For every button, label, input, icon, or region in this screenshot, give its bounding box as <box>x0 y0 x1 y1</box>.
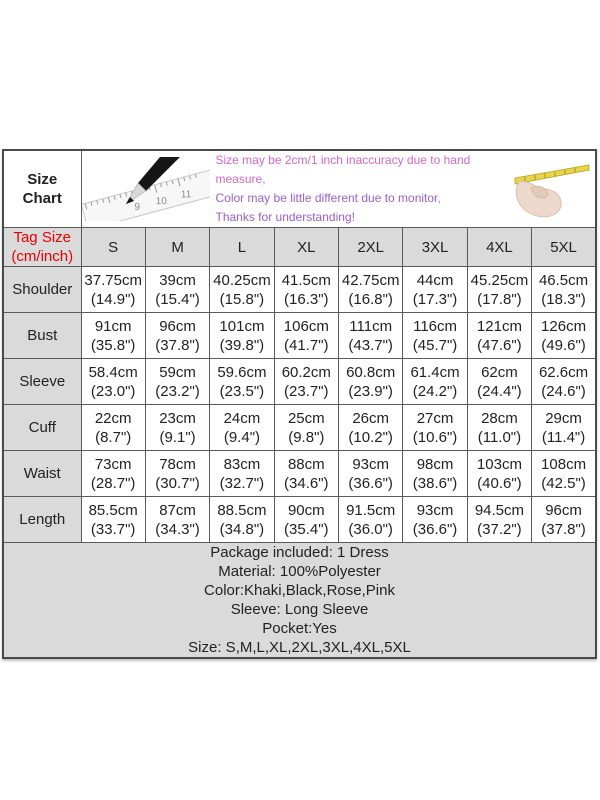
measurement-row: Length 85.5cm (33.7") 87cm (34.3") 88.5cm (34.… <box>2 496 597 543</box>
measurement-cell: 59cm (23.2") <box>144 358 211 405</box>
measurement-cell: 61.4cm (24.2") <box>402 358 468 405</box>
measurement-cell: 25cm (9.8") <box>273 404 340 451</box>
measurement-cell: 96cm (37.8") <box>144 312 211 359</box>
measurement-cell: 83cm (32.7") <box>209 450 275 497</box>
measurement-row-label: Shoulder <box>2 266 82 313</box>
ruler-number-11: 11 <box>180 189 191 200</box>
measurement-row-label: Bust <box>2 312 82 359</box>
ruler-number-9: 9 <box>134 202 140 213</box>
pencil-ruler-icon: 9 10 11 <box>82 157 210 221</box>
measurement-cell: 111cm (43.7") <box>337 312 404 359</box>
size-column-header: 5XL <box>531 227 597 267</box>
measurement-cell: 39cm (15.4") <box>144 266 211 313</box>
tag-size-line-1: Tag Size <box>13 229 72 246</box>
disclaimer-banner: 9 10 11 Size may be 2cm/1 inch i <box>80 149 597 228</box>
banner-row: Size Chart <box>2 149 597 228</box>
measurement-row: Sleeve 58.4cm (23.0") 59cm (23.2") 59.6cm (23.… <box>2 358 597 405</box>
size-column-header: 4XL <box>466 227 533 267</box>
size-header-row: Tag Size (cm/inch) S M L XL 2XL 3XL 4XL 5XL <box>2 227 597 267</box>
measurement-cell: 88cm (34.6") <box>273 450 340 497</box>
size-column-header: 2XL <box>337 227 404 267</box>
measurement-row-label: Cuff <box>2 404 82 451</box>
measurement-cell: 126cm (49.6") <box>531 312 597 359</box>
size-column-header: 3XL <box>402 227 468 267</box>
measurement-cell: 28cm (11.0") <box>466 404 533 451</box>
product-detail-line: Package included: 1 Dress <box>210 544 389 561</box>
measurement-cell: 93cm (36.6") <box>337 450 404 497</box>
product-detail-line: Material: 100%Polyester <box>218 563 381 580</box>
size-chart-table: Size Chart <box>2 149 597 659</box>
measurement-cell: 42.75cm (16.8") <box>337 266 404 313</box>
title-line-1: Size <box>27 171 58 188</box>
product-detail-line: Sleeve: Long Sleeve <box>230 601 369 618</box>
measurement-cell: 103cm (40.6") <box>466 450 533 497</box>
tag-size-line-2: (cm/inch) <box>11 248 74 265</box>
product-detail-line: Pocket:Yes <box>262 620 337 637</box>
measurement-cell: 44cm (17.3") <box>402 266 468 313</box>
measurement-cell: 24cm (9.4") <box>209 404 275 451</box>
measurement-cell: 78cm (30.7") <box>144 450 211 497</box>
measurement-row-label: Sleeve <box>2 358 82 405</box>
measurement-row: Shoulder 37.75cm (14.9") 39cm (15.4") 40.25cm… <box>2 266 597 313</box>
measurement-cell: 90cm (35.4") <box>273 496 340 543</box>
measurement-cell: 40.25cm (15.8") <box>209 266 275 313</box>
disclaimer-line: Color may be little different due to mon… <box>215 191 441 205</box>
measurement-row: Bust 91cm (35.8") 96cm (37.8") 101cm (39.8") 10… <box>2 312 597 359</box>
pencil-icon <box>125 157 180 205</box>
disclaimer-line: Thanks for understanding! <box>215 210 355 224</box>
hand-measuring-tape-icon <box>514 164 590 218</box>
measurement-cell: 98cm (38.6") <box>402 450 468 497</box>
measuring-tape <box>514 164 590 185</box>
measurement-cell: 41.5cm (16.3") <box>273 266 340 313</box>
measurement-cell: 121cm (47.6") <box>466 312 533 359</box>
measurement-cell: 106cm (41.7") <box>273 312 340 359</box>
ruler-number-10: 10 <box>155 196 167 207</box>
size-column-header: S <box>80 227 146 267</box>
measurement-cell: 108cm (42.5") <box>531 450 597 497</box>
measurement-cell: 46.5cm (18.3") <box>531 266 597 313</box>
footer-row: Package included: 1 Dress Material: 100%P… <box>2 542 597 659</box>
measurement-cell: 29cm (11.4") <box>531 404 597 451</box>
measurement-cell: 26cm (10.2") <box>337 404 404 451</box>
product-details: Package included: 1 Dress Material: 100%P… <box>2 542 597 659</box>
measurement-cell: 27cm (10.6") <box>402 404 468 451</box>
measurement-cell: 60.8cm (23.9") <box>337 358 404 405</box>
measurement-row: Waist 73cm (28.7") 78cm (30.7") 83cm (32.7") 88… <box>2 450 597 497</box>
measurement-cell: 116cm (45.7") <box>402 312 468 359</box>
measurement-cell: 22cm (8.7") <box>80 404 146 451</box>
measurement-cell: 45.25cm (17.8") <box>466 266 533 313</box>
tag-size-header: Tag Size (cm/inch) <box>2 227 82 267</box>
measurement-row-label: Waist <box>2 450 82 497</box>
measurement-cell: 93cm (36.6") <box>402 496 468 543</box>
measurement-cell: 96cm (37.8") <box>531 496 597 543</box>
size-column-header: L <box>209 227 275 267</box>
measurement-cell: 91.5cm (36.0") <box>337 496 404 543</box>
measurement-cell: 62cm (24.4") <box>466 358 533 405</box>
measurement-row-label: Length <box>2 496 82 543</box>
measurement-cell: 59.6cm (23.5") <box>209 358 275 405</box>
product-detail-line: Size: S,M,L,XL,2XL,3XL,4XL,5XL <box>188 639 411 656</box>
measurement-cell: 91cm (35.8") <box>80 312 146 359</box>
measurement-cell: 88.5cm (34.8") <box>209 496 275 543</box>
title-line-2: Chart <box>22 190 62 207</box>
measurement-cell: 73cm (28.7") <box>80 450 146 497</box>
size-chart-title: Size Chart <box>2 149 82 228</box>
measurement-cell: 23cm (9.1") <box>144 404 211 451</box>
measurement-cell: 58.4cm (23.0") <box>80 358 146 405</box>
disclaimer-line: Size may be 2cm/1 inch inaccuracy due to… <box>215 153 471 186</box>
size-column-header: M <box>144 227 211 267</box>
product-detail-line: Color:Khaki,Black,Rose,Pink <box>204 582 395 599</box>
measurement-cell: 87cm (34.3") <box>144 496 211 543</box>
measurement-cell: 94.5cm (37.2") <box>466 496 533 543</box>
measurement-cell: 37.75cm (14.9") <box>80 266 146 313</box>
size-column-header: XL <box>273 227 340 267</box>
measurement-cell: 60.2cm (23.7") <box>273 358 340 405</box>
measurement-row: Cuff 22cm (8.7") 23cm (9.1") 24cm (9.4") 25cm (9… <box>2 404 597 451</box>
measurement-cell: 85.5cm (33.7") <box>80 496 146 543</box>
measurement-cell: 62.6cm (24.6") <box>531 358 597 405</box>
measurement-cell: 101cm (39.8") <box>209 312 275 359</box>
disclaimer-text: Size may be 2cm/1 inch inaccuracy due to… <box>210 151 510 227</box>
